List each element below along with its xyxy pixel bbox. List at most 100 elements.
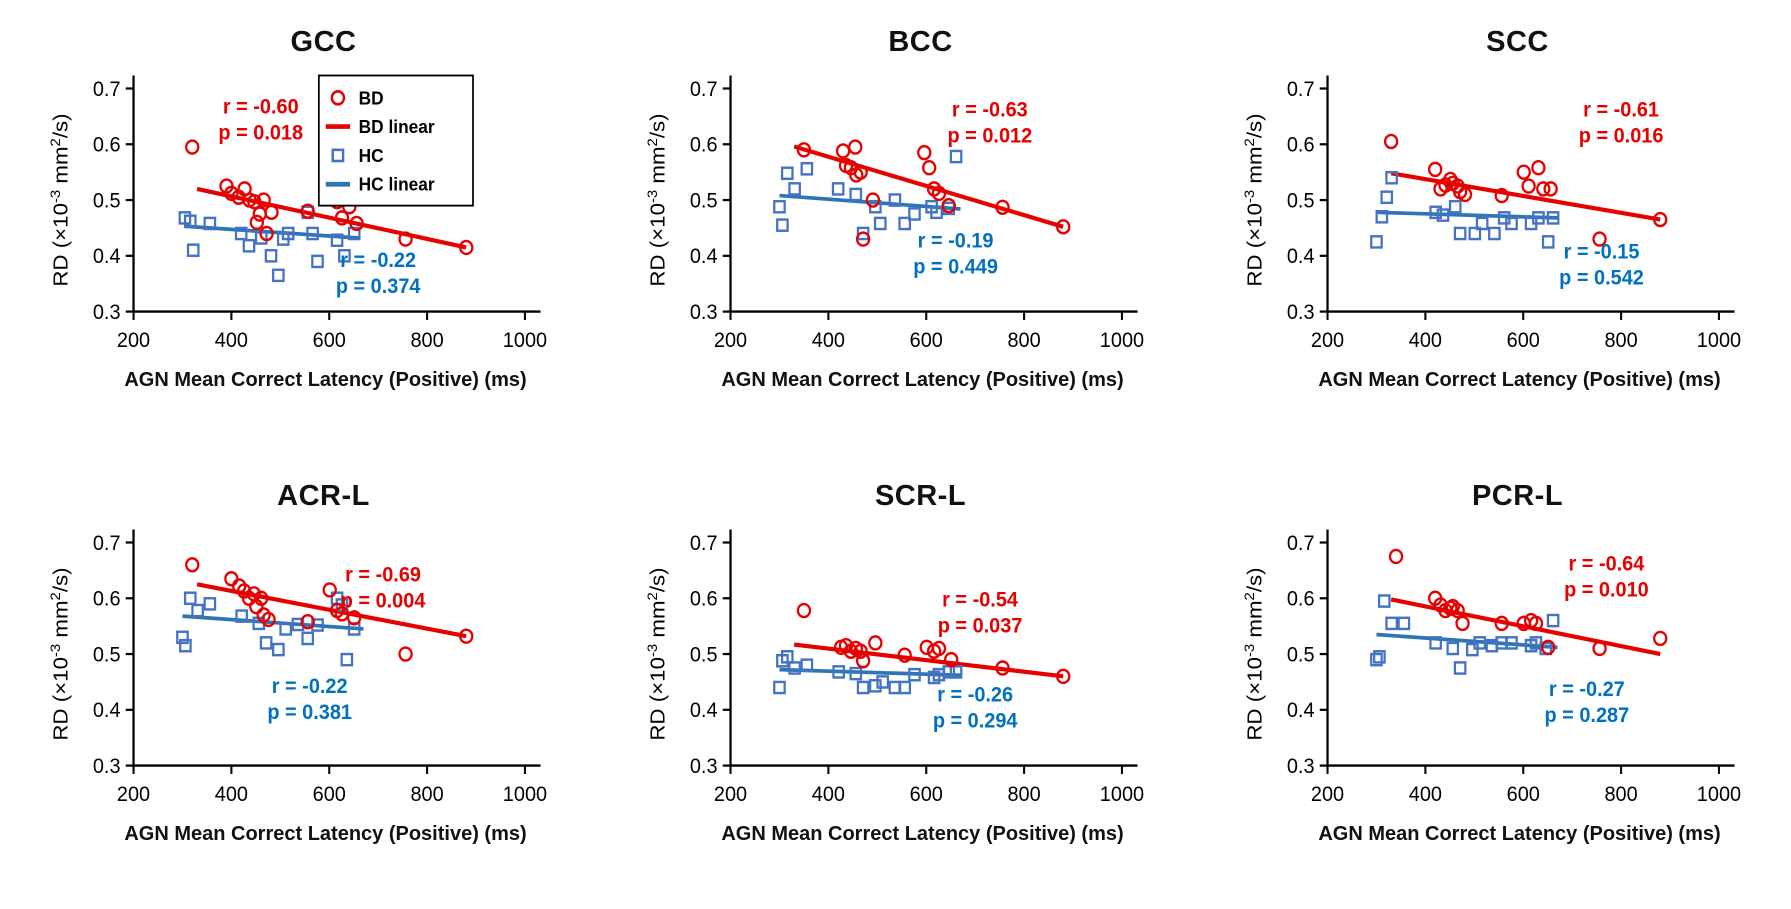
x-axis-label: AGN Mean Correct Latency (Positive) (ms) xyxy=(124,823,527,845)
chart-title: GCC xyxy=(290,26,357,58)
hc-point xyxy=(1541,235,1555,249)
chart-panel-pcr-l: PCR-L 200 400 600 800 1000 0.3 0.4 0.5 0.6 0.7 RD … xyxy=(1234,470,1751,892)
bd-point xyxy=(1494,187,1509,204)
bd-point xyxy=(1516,164,1531,180)
bd-point xyxy=(256,192,271,208)
y-tick-label: 0.7 xyxy=(690,531,718,555)
bd-point xyxy=(931,640,947,657)
bd-point xyxy=(1427,161,1443,178)
hc-point xyxy=(279,622,293,636)
y-axis-label: RD (×10-3 mm2/s) xyxy=(645,113,669,286)
x-tick-label: 200 xyxy=(1311,782,1344,806)
x-tick-label: 800 xyxy=(410,328,443,352)
bd-point xyxy=(1388,548,1404,565)
hc-point xyxy=(311,254,324,269)
x-tick-label: 200 xyxy=(714,328,747,352)
bd-point xyxy=(1543,181,1558,197)
x-tick-label: 1000 xyxy=(1100,328,1144,352)
chart-title: SCC xyxy=(1486,26,1549,58)
hc-point xyxy=(776,218,789,232)
x-axis-label: AGN Mean Correct Latency (Positive) (ms) xyxy=(721,823,1124,845)
hc-point xyxy=(949,665,963,679)
hc-point xyxy=(856,226,870,241)
bd-point xyxy=(1531,159,1546,176)
x-tick-label: 600 xyxy=(1507,782,1540,806)
x-tick-label: 400 xyxy=(215,328,248,352)
x-tick-label: 1000 xyxy=(1100,782,1144,806)
hc-point xyxy=(1380,190,1394,205)
bd-point xyxy=(897,647,912,663)
x-tick-label: 800 xyxy=(410,782,443,806)
hc-point xyxy=(338,249,351,263)
x-tick-label: 800 xyxy=(1604,782,1637,806)
bd-point xyxy=(252,206,267,222)
bd-trend-line xyxy=(793,642,1064,679)
hc-point xyxy=(930,205,943,220)
hc-point xyxy=(1473,636,1487,650)
hc-point xyxy=(340,652,354,667)
y-tick-label: 0.6 xyxy=(690,587,718,611)
bd-trend-line xyxy=(196,186,467,250)
x-tick-label: 1000 xyxy=(1697,328,1741,352)
bd-point xyxy=(261,611,276,628)
hc-point xyxy=(186,243,200,258)
hc-point xyxy=(183,591,197,606)
hc-point xyxy=(800,658,814,672)
bd-point xyxy=(1528,615,1544,632)
x-axis-label: AGN Mean Correct Latency (Positive) (ms) xyxy=(124,369,527,391)
bd-point xyxy=(1521,178,1536,194)
bd-point xyxy=(254,590,269,606)
hc-point xyxy=(1370,235,1383,249)
x-tick-label: 1000 xyxy=(1697,782,1741,806)
hc-stats-r: r = -0.15 xyxy=(1564,240,1640,264)
hc-point xyxy=(908,207,921,221)
hc-point xyxy=(179,638,192,653)
bd-point xyxy=(224,571,239,587)
bd-stats-r: r = -0.69 xyxy=(345,563,421,587)
bd-point xyxy=(264,204,279,221)
bd-point xyxy=(249,214,265,231)
x-tick-label: 600 xyxy=(910,782,943,806)
hc-point xyxy=(949,149,963,164)
y-tick-label: 0.6 xyxy=(1287,133,1315,157)
chart-title: PCR-L xyxy=(1471,480,1564,512)
x-tick-label: 1000 xyxy=(503,782,547,806)
hc-point xyxy=(849,666,863,681)
bd-stats-p: p = 0.037 xyxy=(938,614,1023,638)
x-tick-label: 400 xyxy=(812,782,845,806)
hc-point xyxy=(1468,226,1482,241)
hc-point xyxy=(1453,661,1467,675)
legend-label: BD xyxy=(359,88,384,109)
hc-point xyxy=(264,249,278,263)
y-tick-label: 0.5 xyxy=(690,643,718,667)
chart-panel-bcc: BCC 200 400 600 800 1000 0.3 0.4 0.5 0.6 0.7 RD (×… xyxy=(637,16,1154,438)
bd-point xyxy=(1450,602,1465,619)
x-axis-label: AGN Mean Correct Latency (Positive) (ms) xyxy=(1318,369,1721,391)
x-tick-label: 400 xyxy=(812,328,845,352)
bd-point xyxy=(185,139,200,155)
hc-point xyxy=(869,679,882,693)
bd-point xyxy=(919,639,934,656)
x-tick-label: 200 xyxy=(117,328,150,352)
bd-point xyxy=(1494,615,1509,632)
chart-panel-scc: SCC 200 400 600 800 1000 0.3 0.4 0.5 0.6 0.7 RD (×… xyxy=(1234,16,1751,438)
scatter-plot-acr-l: 200 400 600 800 1000 0.3 0.4 0.5 0.6 0.7 RD (×10-3… xyxy=(48,529,547,806)
hc-point xyxy=(832,665,845,679)
legend-bd-marker-icon xyxy=(330,89,346,106)
bd-point xyxy=(941,197,956,214)
y-tick-label: 0.4 xyxy=(1287,699,1315,723)
bd-point xyxy=(1592,640,1607,657)
y-tick-label: 0.7 xyxy=(93,77,121,101)
y-tick-label: 0.4 xyxy=(1287,245,1315,269)
x-tick-label: 800 xyxy=(1604,328,1637,352)
bd-point xyxy=(835,143,851,159)
bd-point xyxy=(334,210,350,226)
hc-point xyxy=(780,650,794,664)
y-tick-label: 0.7 xyxy=(93,531,121,555)
bd-stats-p: p = 0.018 xyxy=(218,121,303,145)
scatter-plot-pcr-l: 200 400 600 800 1000 0.3 0.4 0.5 0.6 0.7 RD (×10-3… xyxy=(1242,529,1741,806)
hc-point xyxy=(242,238,256,253)
hc-point xyxy=(898,680,912,695)
chart-panel-acr-l: ACR-L 200 400 600 800 1000 0.3 0.4 0.5 0.6 0.7 RD … xyxy=(40,470,557,892)
y-tick-label: 0.3 xyxy=(93,300,121,324)
